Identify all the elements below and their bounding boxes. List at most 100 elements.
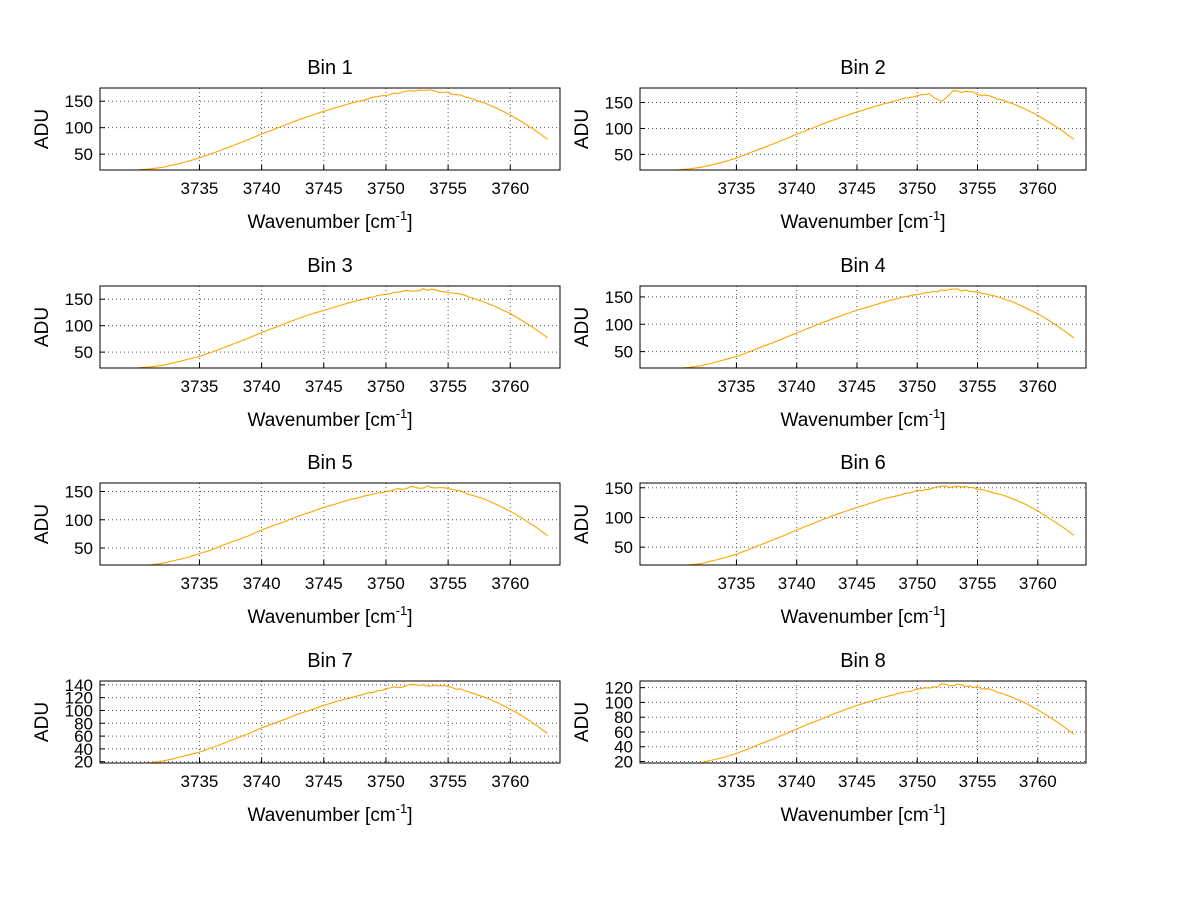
y-tick-label: 50 — [614, 343, 633, 362]
x-tick-label: 3745 — [838, 377, 876, 396]
x-tick-label: 3740 — [243, 772, 281, 791]
x-tick-label: 3760 — [491, 377, 529, 396]
y-tick-label: 100 — [605, 315, 633, 334]
x-tick-label: 3735 — [718, 377, 756, 396]
y-tick-label: 80 — [74, 714, 93, 733]
y-tick-label: 50 — [74, 539, 93, 558]
x-tick-label: 3735 — [181, 772, 219, 791]
x-tick-label: 3740 — [778, 574, 816, 593]
y-tick-label: 50 — [74, 145, 93, 164]
x-tick-label: 3745 — [838, 772, 876, 791]
y-tick-label: 50 — [614, 538, 633, 557]
x-tick-label: 3745 — [305, 772, 343, 791]
x-tick-label: 3735 — [718, 772, 756, 791]
x-axis-label: Wavenumber [cm-1] — [780, 603, 945, 628]
x-tick-label: 3750 — [367, 574, 405, 593]
x-axis-label: Wavenumber [cm-1] — [247, 208, 412, 233]
y-tick-label: 150 — [65, 92, 93, 111]
spectrum-line — [144, 683, 548, 763]
spectrum-line — [695, 683, 1075, 763]
x-tick-label: 3760 — [491, 179, 529, 198]
y-tick-label: 140 — [65, 676, 93, 695]
x-tick-label: 3740 — [243, 377, 281, 396]
chart-bin-2: 3735 3740 3745 3750 3755 3760 50 100 150 Bin 2 ADU… — [572, 57, 1087, 233]
x-tick-label: 3745 — [838, 574, 876, 593]
x-tick-label: 3755 — [959, 179, 997, 198]
x-tick-label: 3750 — [898, 574, 936, 593]
x-tick-label: 3745 — [305, 377, 343, 396]
x-tick-label: 3735 — [181, 377, 219, 396]
x-tick-label: 3740 — [778, 377, 816, 396]
chart-title: Bin 1 — [307, 57, 353, 79]
x-tick-label: 3750 — [898, 179, 936, 198]
chart-bin-3: 3735 3740 3745 3750 3755 3760 50 100 150 Bin 3 ADU… — [32, 255, 561, 431]
x-tick-label: 3755 — [959, 772, 997, 791]
y-tick-label: 150 — [605, 288, 633, 307]
axis-box — [639, 482, 1087, 566]
x-tick-label: 3735 — [718, 574, 756, 593]
x-tick-label: 3740 — [778, 179, 816, 198]
spectrum-line — [131, 89, 548, 170]
y-axis-label: ADU — [32, 307, 53, 347]
x-tick-label: 3735 — [718, 179, 756, 198]
axis-box — [99, 285, 561, 369]
axis-box — [639, 285, 1087, 369]
x-tick-label: 3750 — [898, 377, 936, 396]
y-tick-label: 120 — [605, 679, 633, 698]
x-axis-label: Wavenumber [cm-1] — [780, 208, 945, 233]
y-tick-label: 100 — [65, 317, 93, 336]
y-tick-label: 100 — [65, 119, 93, 138]
x-tick-label: 3740 — [778, 772, 816, 791]
chart-title: Bin 8 — [840, 650, 886, 672]
x-tick-label: 3740 — [243, 574, 281, 593]
y-tick-label: 40 — [74, 740, 93, 759]
chart-bin-5: 3735 3740 3745 3750 3755 3760 50 100 150 Bin 5 ADU… — [32, 452, 561, 628]
spectrum-line — [669, 90, 1075, 170]
y-tick-label: 50 — [74, 343, 93, 362]
x-tick-label: 3745 — [305, 574, 343, 593]
axis-box — [99, 87, 561, 171]
y-axis-label: ADU — [32, 504, 53, 544]
y-tick-label: 120 — [65, 689, 93, 708]
spectrum-line — [138, 485, 548, 565]
x-tick-label: 3735 — [181, 179, 219, 198]
y-tick-label: 100 — [605, 508, 633, 527]
x-tick-label: 3760 — [1019, 574, 1057, 593]
y-tick-label: 50 — [614, 145, 633, 164]
x-axis-label: Wavenumber [cm-1] — [247, 603, 412, 628]
x-tick-label: 3745 — [838, 179, 876, 198]
spectrum-line — [675, 288, 1075, 368]
x-axis-label: Wavenumber [cm-1] — [247, 406, 412, 431]
x-tick-label: 3750 — [367, 772, 405, 791]
y-tick-label: 100 — [65, 701, 93, 720]
chart-bin-4: 3735 3740 3745 3750 3755 3760 50 100 150 Bin 4 ADU… — [572, 255, 1087, 431]
x-tick-label: 3755 — [429, 574, 467, 593]
x-tick-label: 3760 — [491, 574, 529, 593]
x-tick-label: 3755 — [959, 377, 997, 396]
y-tick-label: 150 — [605, 479, 633, 498]
chart-title: Bin 2 — [840, 57, 886, 79]
chart-title: Bin 6 — [840, 452, 886, 474]
chart-title: Bin 4 — [840, 255, 886, 277]
axis-box — [99, 482, 561, 566]
y-axis-label: ADU — [32, 109, 53, 149]
x-tick-label: 3755 — [429, 772, 467, 791]
spectrum-line — [131, 287, 548, 368]
chart-title: Bin 7 — [307, 650, 353, 672]
x-tick-label: 3750 — [367, 377, 405, 396]
x-axis-label: Wavenumber [cm-1] — [780, 801, 945, 826]
x-tick-label: 3750 — [898, 772, 936, 791]
x-tick-label: 3745 — [305, 179, 343, 198]
chart-title: Bin 3 — [307, 255, 353, 277]
x-tick-label: 3760 — [1019, 377, 1057, 396]
axis-box — [639, 680, 1087, 764]
chart-bin-6: 3735 3740 3745 3750 3755 3760 50 100 150 Bin 6 ADU… — [572, 452, 1087, 628]
x-tick-label: 3755 — [429, 179, 467, 198]
chart-bin-7: 3735 3740 3745 3750 3755 3760 2040608010012014… — [32, 650, 561, 826]
y-tick-label: 60 — [614, 723, 633, 742]
y-axis-label: ADU — [572, 109, 593, 149]
x-axis-label: Wavenumber [cm-1] — [247, 801, 412, 826]
y-tick-label: 150 — [65, 482, 93, 501]
x-tick-label: 3740 — [243, 179, 281, 198]
